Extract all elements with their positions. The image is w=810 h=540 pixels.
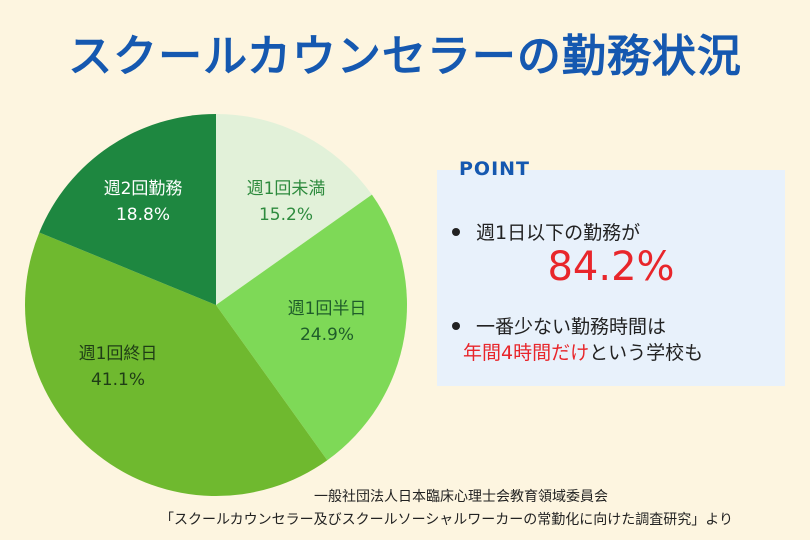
bullet-dot-icon bbox=[452, 321, 460, 330]
bullet-dot-icon bbox=[452, 227, 460, 236]
slice-value-label: 18.8% bbox=[116, 205, 170, 225]
slice-value-label: 24.9% bbox=[300, 325, 354, 345]
bullet-item-2: 一番少ない勤務時間は bbox=[452, 312, 666, 339]
bullet-text-2: 一番少ない勤務時間は bbox=[476, 316, 667, 338]
highlight-red-text: 年間4時間だけ bbox=[463, 342, 590, 364]
pie-slice bbox=[39, 114, 216, 305]
page-title: スクールカウンセラーの勤務状況 bbox=[68, 31, 742, 82]
slice-value-label: 15.2% bbox=[259, 205, 313, 225]
slice-category-label: 週2回勤務 bbox=[104, 179, 183, 199]
pie-slice bbox=[216, 114, 372, 305]
point-box bbox=[437, 170, 785, 386]
bullet-sub-line: 年間4時間だけという学校も bbox=[463, 338, 703, 365]
slice-category-label: 週1回未満 bbox=[247, 179, 326, 199]
slice-category-label: 週1回半日 bbox=[288, 299, 367, 319]
slice-value-label: 41.1% bbox=[91, 370, 145, 390]
sub-line-rest: という学校も bbox=[589, 342, 704, 364]
bullet-item-1: 週1日以下の勤務が bbox=[452, 218, 640, 245]
source-organization: 一般社団法人日本臨床心理士会教育領域委員会 bbox=[314, 489, 608, 505]
bullet-text-1: 週1日以下の勤務が bbox=[476, 222, 641, 244]
highlight-number: 84.2% bbox=[547, 244, 675, 290]
pie-slice bbox=[24, 232, 328, 497]
slice-category-label: 週1回終日 bbox=[79, 344, 158, 364]
pie-slice bbox=[216, 194, 407, 461]
point-heading: POINT bbox=[459, 158, 531, 180]
source-title: 「スクールカウンセラー及びスクールソーシャルワーカーの常勤化に向けた調査研究」よ… bbox=[160, 512, 734, 528]
